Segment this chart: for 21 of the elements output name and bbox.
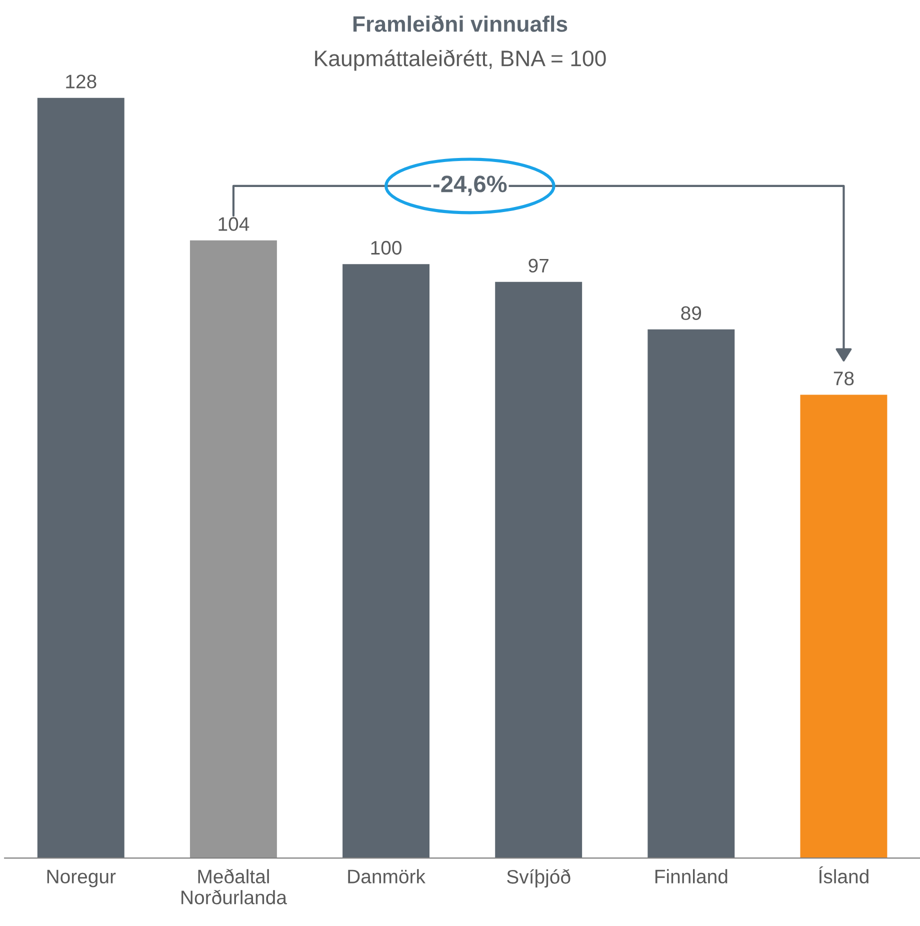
x-tick-label: Meðaltal Norðurlanda	[182, 868, 287, 904]
chart-title: Framleiðni vinnuafls	[353, 15, 568, 32]
data-label: 78	[834, 372, 854, 386]
annotation: -24,6%	[433, 176, 507, 196]
data-label: 128	[66, 74, 96, 88]
bar	[800, 394, 888, 858]
bar	[495, 282, 582, 858]
bar	[190, 240, 277, 858]
x-tick-label: Ísland	[819, 866, 868, 884]
x-tick-label: Finnland	[655, 869, 728, 884]
bar	[648, 329, 735, 858]
bar	[37, 98, 124, 858]
data-label: 104	[218, 217, 250, 231]
x-tick-label: Danmörk	[348, 869, 426, 884]
chart-subtitle: Kaupmáttaleiðrétt, BNA = 100	[315, 50, 606, 71]
data-label: 97	[528, 258, 548, 273]
data-label: 100	[371, 240, 402, 255]
x-tick-label: Noregur	[47, 870, 116, 888]
x-tick-label: Svíþjóð	[507, 869, 570, 888]
data-label: 89	[681, 306, 702, 320]
bar	[342, 264, 430, 858]
